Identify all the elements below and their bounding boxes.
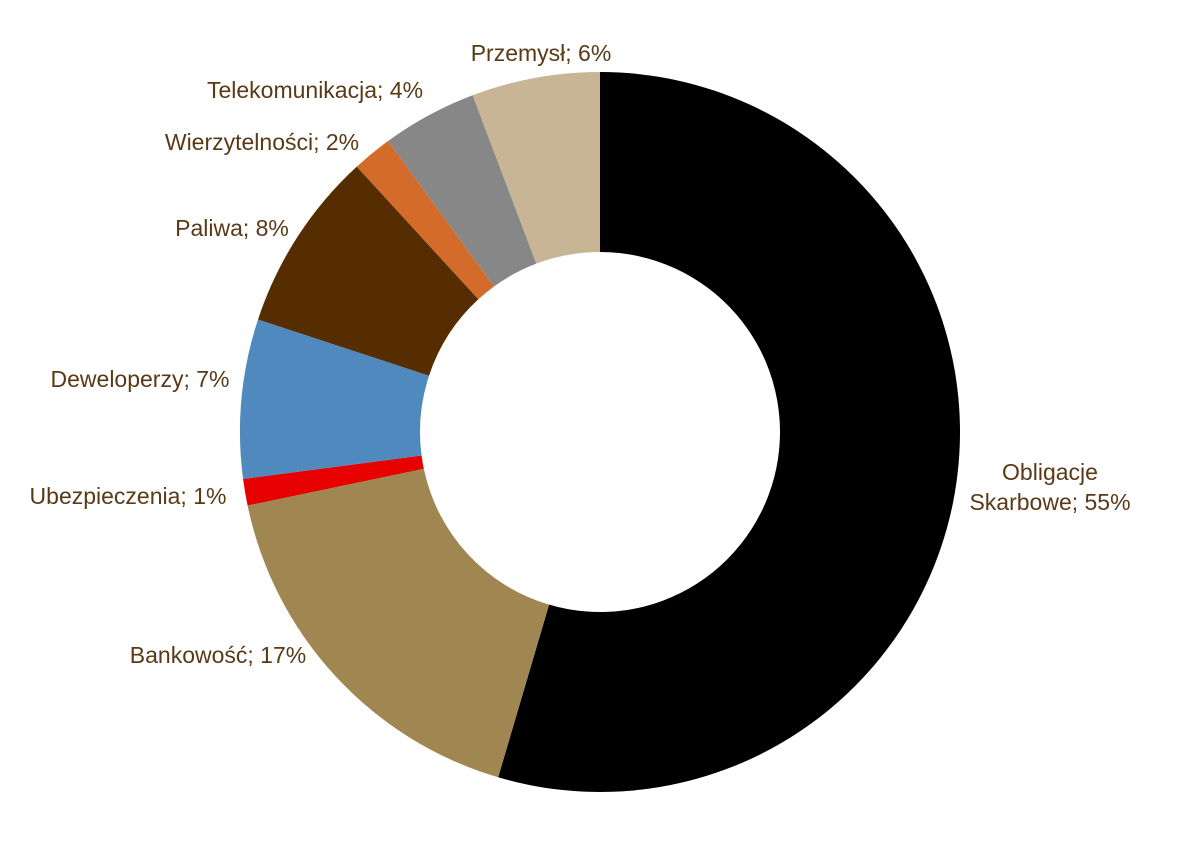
slice-label-ubezpieczenia: Ubezpieczenia; 1% bbox=[30, 483, 227, 509]
donut-slices bbox=[239, 72, 961, 793]
slice-deweloperzy bbox=[239, 319, 430, 479]
slice-ubezpieczenia bbox=[243, 455, 424, 506]
slice-paliwa bbox=[258, 166, 479, 376]
slice-label-bankowo-: Bankowość; 17% bbox=[130, 642, 306, 668]
slice-label-wierzytelno-ci: Wierzytelności; 2% bbox=[165, 129, 359, 155]
slice-telekomunikacja bbox=[388, 95, 537, 287]
slice-labels: Obligacje Skarbowe; 55% Bankowość; 17% Ubez… bbox=[30, 40, 1131, 668]
slice-label-obligacje-skarbowe: Obligacje Skarbowe; 55% bbox=[969, 459, 1130, 515]
slice-label-paliwa: Paliwa; 8% bbox=[175, 215, 289, 241]
slice-label-deweloperzy: Deweloperzy; 7% bbox=[51, 366, 230, 392]
slice-przemys- bbox=[472, 72, 600, 264]
slice-wierzytelno-ci bbox=[356, 141, 495, 300]
slice-label-telekomunikacja: Telekomunikacja; 4% bbox=[207, 77, 423, 103]
slice-bankowo- bbox=[247, 468, 550, 778]
slice-label-przemys-: Przemysł; 6% bbox=[471, 40, 612, 66]
slice-obligacje-skarbowe bbox=[498, 72, 961, 793]
